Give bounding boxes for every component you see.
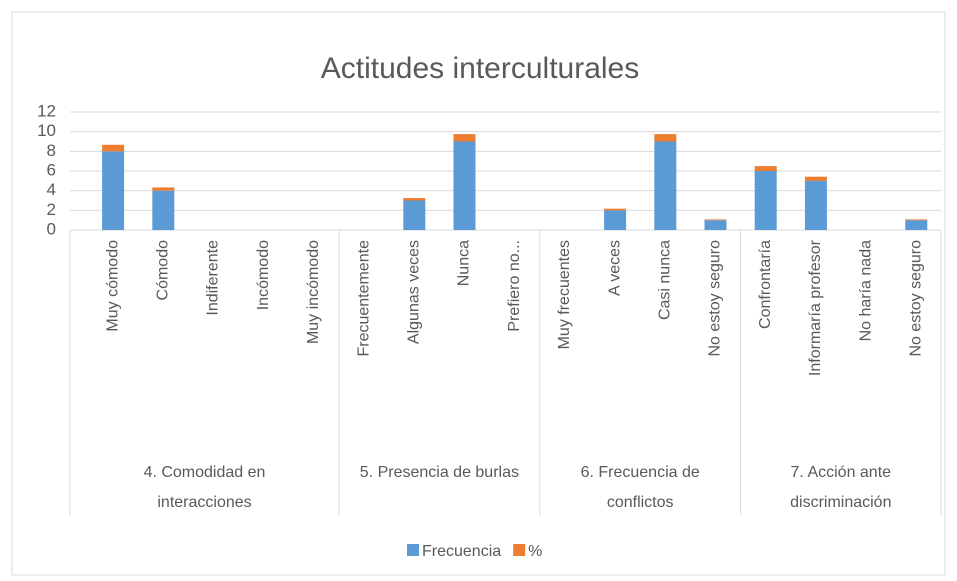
y-tick-label: 12 — [37, 101, 56, 120]
y-tick-label: 6 — [47, 160, 56, 179]
bar-segment — [704, 219, 727, 221]
bar-segment — [754, 166, 777, 171]
x-tick-label: Informaría profesor — [807, 239, 824, 376]
legend-swatch — [513, 544, 526, 556]
bar-segment — [905, 220, 928, 230]
bar-segment — [654, 141, 677, 230]
bar-segment — [604, 208, 627, 211]
x-tick-label: Incómodo — [255, 240, 272, 310]
bar-segment — [604, 210, 627, 230]
y-tick-label: 4 — [47, 180, 56, 199]
x-tick-label: Nunca — [456, 240, 473, 286]
bar-segment — [804, 176, 827, 181]
bar-segment — [804, 180, 827, 230]
group-label: 7. Acción ante discriminación — [790, 464, 892, 511]
chart-border — [11, 11, 946, 576]
group-label: 4. Comodidad en interacciones — [143, 464, 266, 511]
bar-segment — [453, 141, 476, 230]
y-tick-label: 0 — [47, 219, 56, 238]
y-tick-label: 2 — [47, 200, 56, 219]
group-label: 6. Frecuencia de conflictos — [580, 464, 700, 511]
bar-segment — [102, 151, 125, 230]
group-label: 5. Presencia de burlas — [359, 464, 519, 481]
chart-title: Actitudes interculturales — [321, 52, 640, 85]
legend-label: % — [528, 543, 542, 560]
x-tick-label: No haría nada — [857, 240, 874, 342]
x-tick-label: Indiferente — [205, 240, 222, 316]
x-tick-label: No estoy seguro — [908, 240, 925, 357]
bar-segment — [403, 200, 426, 230]
legend-label: Frecuencia — [422, 543, 501, 560]
x-tick-label: A veces — [606, 240, 623, 296]
bar-segment — [754, 171, 777, 230]
x-tick-label: Frecuentemente — [355, 240, 372, 357]
bar-segment — [102, 144, 125, 152]
x-tick-label: Algunas veces — [406, 240, 423, 344]
x-tick-label: Cómodo — [155, 240, 172, 301]
y-tick-label: 10 — [37, 121, 56, 140]
y-tick-label: 8 — [47, 141, 56, 160]
x-tick-label: Casi nunca — [657, 240, 674, 320]
x-tick-label: No estoy seguro — [707, 240, 724, 357]
bar-segment — [704, 220, 727, 230]
bar-segment — [403, 198, 426, 201]
x-tick-label: Muy frecuentes — [556, 240, 573, 349]
bar-segment — [453, 134, 476, 142]
x-tick-label: Prefiero no... — [506, 240, 523, 332]
x-tick-label: Muy incómodo — [305, 240, 322, 344]
bar-segment — [654, 134, 677, 142]
legend-swatch — [407, 544, 419, 556]
x-tick-label: Confrontaría — [757, 240, 774, 329]
bar-segment — [152, 190, 175, 230]
bar-segment — [152, 187, 175, 191]
x-tick-label: Muy cómodo — [104, 240, 121, 332]
bar-segment — [905, 219, 928, 221]
